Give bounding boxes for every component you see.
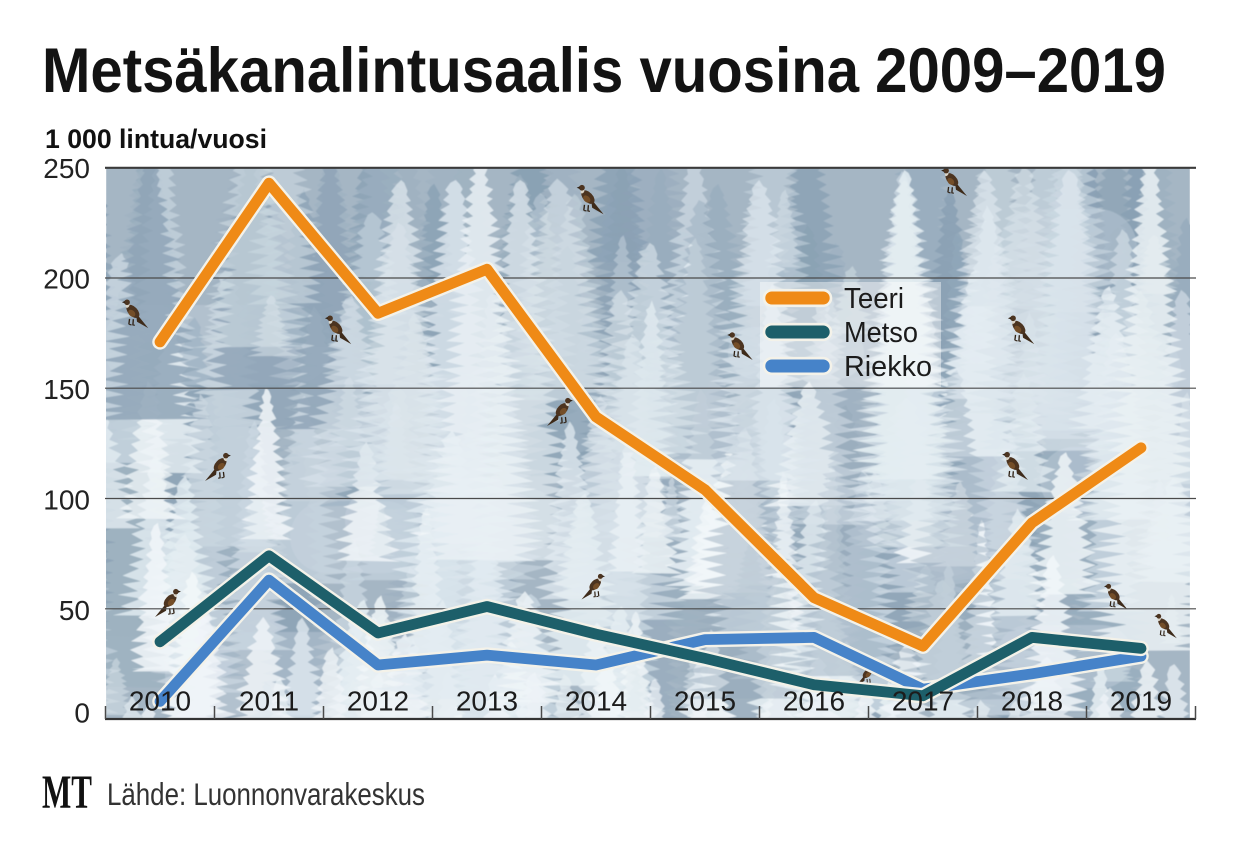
- svg-text:MT: MT: [42, 766, 92, 819]
- svg-text:2011: 2011: [239, 686, 299, 717]
- svg-text:150: 150: [43, 374, 90, 405]
- svg-text:0: 0: [74, 698, 90, 729]
- svg-text:Teeri: Teeri: [844, 283, 904, 315]
- svg-text:2017: 2017: [892, 686, 954, 717]
- svg-text:100: 100: [43, 484, 90, 515]
- svg-text:1 000 lintua/vuosi: 1 000 lintua/vuosi: [45, 124, 267, 154]
- svg-text:Riekko: Riekko: [844, 351, 932, 383]
- svg-text:200: 200: [43, 263, 90, 294]
- svg-text:2019: 2019: [1110, 686, 1172, 717]
- svg-text:250: 250: [43, 153, 90, 184]
- svg-text:2015: 2015: [674, 686, 736, 717]
- svg-text:2013: 2013: [456, 686, 518, 717]
- svg-text:Lähde: Luonnonvarakeskus: Lähde: Luonnonvarakeskus: [107, 776, 425, 812]
- svg-text:2010: 2010: [129, 686, 191, 717]
- svg-text:2018: 2018: [1001, 686, 1063, 717]
- svg-text:Metso: Metso: [844, 317, 918, 349]
- svg-text:2014: 2014: [565, 686, 627, 717]
- svg-text:50: 50: [59, 595, 90, 626]
- svg-text:2016: 2016: [783, 686, 845, 717]
- svg-text:2012: 2012: [347, 686, 409, 717]
- svg-text:Metsäkanalintusaalis vuosina 2: Metsäkanalintusaalis vuosina 2009–2019: [42, 36, 1166, 106]
